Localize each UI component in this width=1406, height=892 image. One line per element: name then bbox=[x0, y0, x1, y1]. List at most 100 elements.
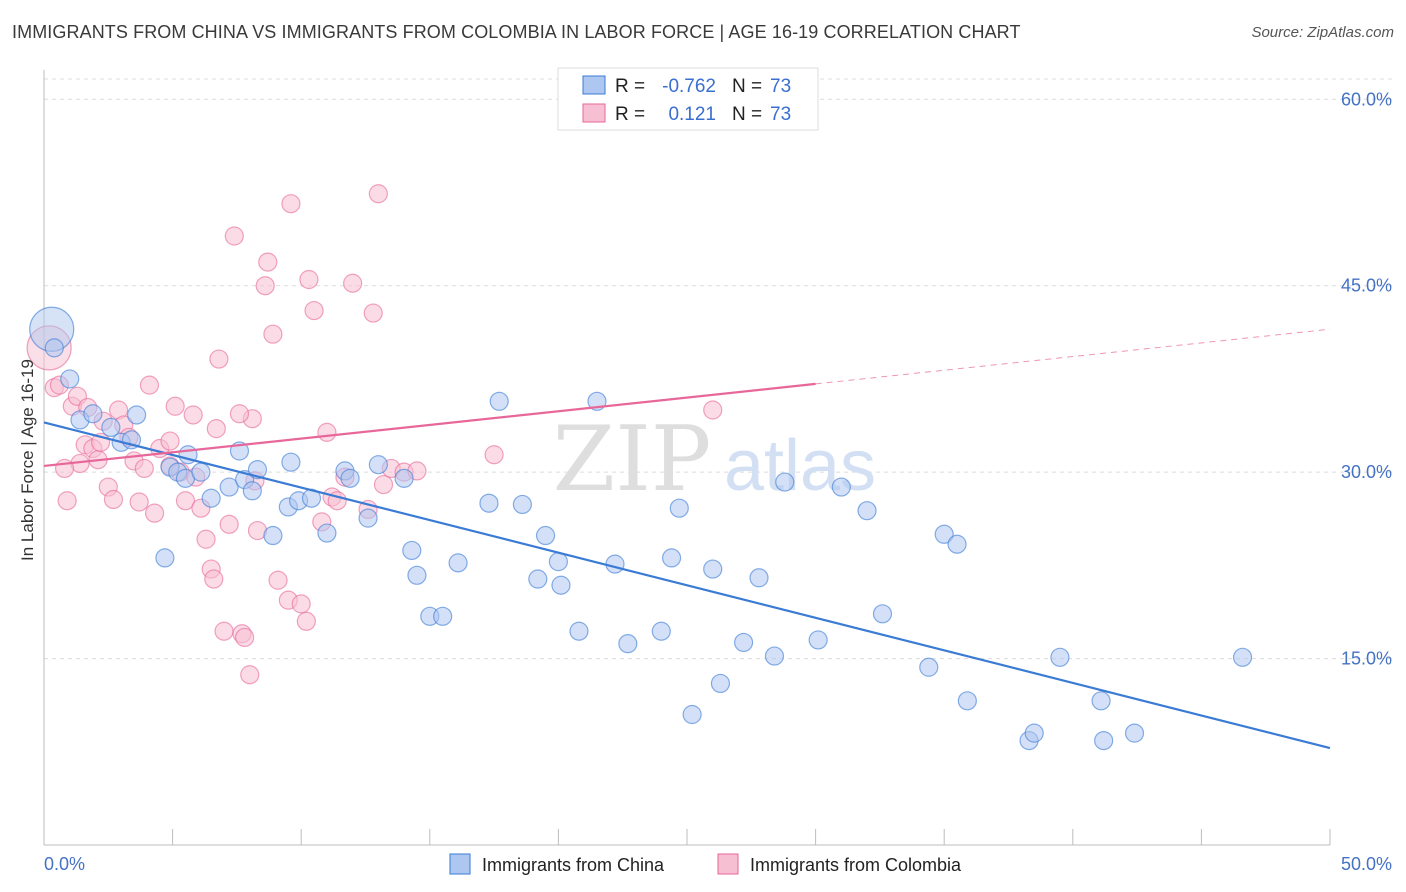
china-point bbox=[191, 462, 211, 482]
colombia-point bbox=[160, 431, 180, 451]
colombia-point bbox=[343, 273, 363, 293]
colombia-point bbox=[214, 621, 234, 641]
legend-n-label-2: N = bbox=[732, 104, 762, 125]
watermark-atlas: atlas bbox=[724, 426, 876, 506]
colombia-point bbox=[368, 184, 388, 204]
china-point bbox=[1024, 723, 1044, 743]
colombia-point bbox=[219, 514, 239, 534]
colombia-point bbox=[363, 303, 383, 323]
colombia-point bbox=[235, 627, 255, 648]
colombia-point bbox=[296, 611, 316, 631]
china-point bbox=[919, 657, 939, 677]
bottom-legend: Immigrants from China Immigrants from Co… bbox=[449, 853, 962, 875]
china-point bbox=[831, 477, 851, 497]
china-point bbox=[764, 646, 785, 666]
china-point bbox=[618, 634, 638, 654]
colombia-point bbox=[175, 491, 196, 511]
bottom-legend-swatch-colombia bbox=[717, 853, 739, 875]
china-point bbox=[733, 632, 754, 653]
china-point bbox=[1091, 691, 1111, 711]
colombia-point bbox=[317, 422, 337, 442]
china-point bbox=[479, 493, 499, 513]
china-point bbox=[651, 621, 671, 641]
legend-r-label-1: R = bbox=[615, 76, 645, 97]
colombia-point bbox=[281, 194, 301, 214]
y-tick-label: 30.0% bbox=[1341, 462, 1392, 482]
china-point bbox=[1232, 647, 1253, 667]
colombia-point bbox=[165, 396, 185, 416]
china-point bbox=[155, 548, 175, 568]
china-point bbox=[535, 525, 556, 546]
china-point bbox=[661, 548, 682, 568]
china-point bbox=[247, 460, 268, 480]
china-point bbox=[263, 525, 283, 546]
china-point bbox=[407, 565, 427, 585]
x-tick-label: 50.0% bbox=[1341, 854, 1392, 874]
china-point bbox=[340, 468, 360, 488]
china-point bbox=[433, 606, 453, 626]
colombia-point bbox=[373, 474, 394, 495]
colombia-point bbox=[229, 404, 250, 424]
points bbox=[26, 184, 1253, 751]
china-point bbox=[775, 472, 795, 492]
colombia-point bbox=[103, 489, 124, 510]
colombia-trend-line bbox=[43, 382, 816, 468]
colombia-point bbox=[196, 529, 216, 549]
legend-swatch-colombia bbox=[582, 103, 606, 123]
legend-r-value-1: -0.762 bbox=[662, 76, 716, 97]
colombia-point bbox=[304, 300, 324, 321]
colombia-point bbox=[484, 445, 504, 465]
china-point bbox=[358, 508, 378, 528]
china-point bbox=[219, 477, 239, 497]
colombia-point bbox=[291, 594, 311, 614]
china-point bbox=[489, 391, 509, 411]
china-point bbox=[710, 673, 731, 694]
trend-lines bbox=[43, 328, 1331, 750]
china-point bbox=[703, 559, 723, 579]
china-point bbox=[682, 704, 702, 725]
china-point bbox=[201, 488, 221, 508]
legend-n-label-1: N = bbox=[732, 76, 762, 97]
china-point bbox=[448, 553, 468, 573]
colombia-point bbox=[224, 226, 244, 246]
china-point bbox=[402, 540, 422, 561]
china-point bbox=[569, 621, 589, 641]
china-point bbox=[947, 534, 967, 554]
china-point bbox=[872, 604, 893, 624]
legend-n-value-2: 73 bbox=[770, 104, 791, 125]
china-point bbox=[749, 568, 769, 588]
colombia-point bbox=[183, 405, 203, 425]
legend-r-label-2: R = bbox=[615, 104, 645, 125]
china-point bbox=[857, 501, 877, 521]
y-tick-label: 60.0% bbox=[1341, 89, 1392, 109]
axes: 15.0% 30.0% 45.0% 60.0% 0.0% 50.0% bbox=[43, 70, 1392, 874]
china-point bbox=[669, 498, 689, 518]
colombia-point bbox=[299, 269, 319, 290]
colombia-point bbox=[258, 252, 278, 272]
colombia-point bbox=[204, 569, 224, 589]
colombia-point bbox=[57, 491, 77, 511]
colombia-point bbox=[139, 375, 160, 395]
china-trend-line bbox=[43, 421, 1331, 750]
legend-swatch-china bbox=[582, 75, 606, 95]
legend-box: R = -0.762 N = 73 R = 0.121 N = 73 bbox=[557, 67, 819, 131]
china-point bbox=[394, 468, 414, 488]
china-point bbox=[60, 369, 80, 389]
china-point bbox=[281, 452, 301, 472]
china-point bbox=[957, 691, 977, 711]
colombia-point bbox=[144, 503, 165, 523]
source-note: Source: ZipAtlas.com bbox=[1251, 24, 1394, 41]
x-tick-label: 0.0% bbox=[44, 854, 85, 874]
colombia-point bbox=[703, 400, 723, 420]
china-point bbox=[242, 481, 262, 501]
colombia-point bbox=[255, 276, 275, 296]
bottom-legend-colombia: Immigrants from Colombia bbox=[750, 855, 962, 875]
china-point bbox=[317, 523, 337, 543]
colombia-point bbox=[129, 492, 149, 512]
china-point bbox=[551, 575, 571, 595]
chart-title: IMMIGRANTS FROM CHINA VS IMMIGRANTS FROM… bbox=[12, 22, 1021, 42]
colombia-trend-extension bbox=[815, 328, 1331, 385]
china-point bbox=[512, 494, 532, 515]
colombia-point bbox=[134, 458, 154, 479]
